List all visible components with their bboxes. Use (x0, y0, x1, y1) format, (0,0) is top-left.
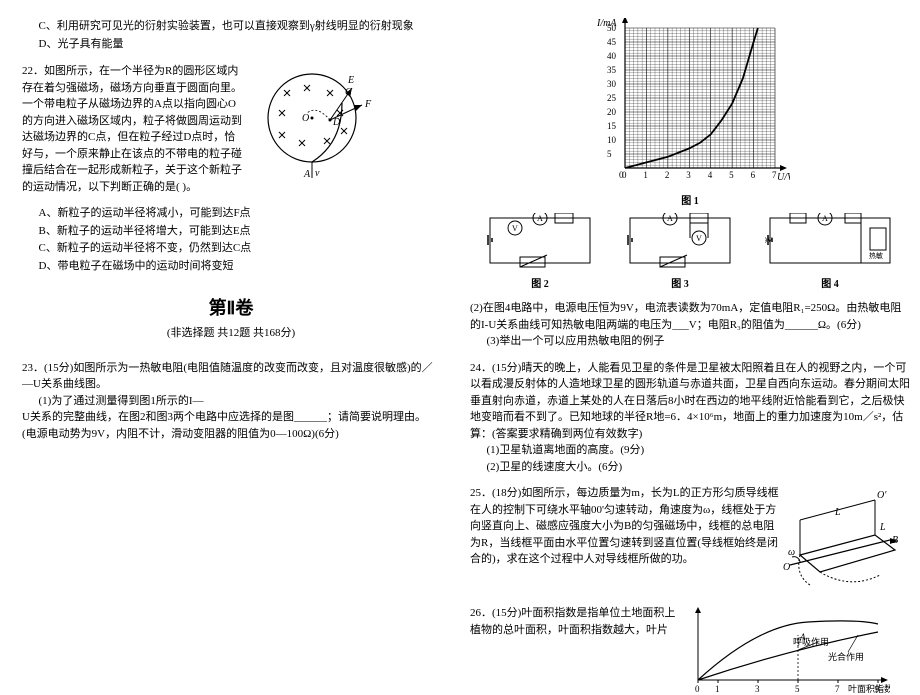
fig4-label: 图 4 (821, 275, 839, 290)
svg-text:A: A (303, 169, 311, 180)
svg-text:L: L (834, 507, 841, 518)
iu-chart: 0123456751015202530354045500U/VI/mA (590, 18, 790, 188)
svg-text:20: 20 (607, 107, 617, 117)
q22-opt-b: B、新粒子的运动半径将增大，可能到达E点 (22, 223, 440, 241)
svg-text:1: 1 (715, 684, 720, 694)
q22-figure: O D E 9V C F v A (252, 63, 382, 183)
svg-text:6: 6 (751, 170, 756, 180)
svg-text:5: 5 (729, 170, 734, 180)
q23-stem: 23．(15分)如图所示为一热敏电阻(电阻值随温度的改变而改变，且对温度很敏感)… (22, 360, 440, 393)
svg-text:v: v (315, 168, 320, 179)
svg-text:F: F (364, 99, 372, 110)
svg-text:7: 7 (835, 684, 840, 694)
q23-p1b: U关系的完整曲线，在图2和图3两个电路中应选择的是图______；请简要说明理由… (22, 409, 440, 442)
svg-text:热敏: 热敏 (869, 251, 883, 260)
circuit-4: 9V R A R₃ 热敏 (765, 213, 895, 273)
svg-text:叶面积指数: 叶面积指数 (848, 683, 890, 694)
q22-opt-a: A、新粒子的运动半径将减小，可能到达F点 (22, 205, 440, 223)
svg-text:V: V (512, 224, 518, 233)
q26-figure: 013579A呼吸作用光合作用叶面积指数 (680, 605, 890, 695)
svg-text:U/V: U/V (777, 172, 790, 183)
svg-text:E: E (347, 75, 354, 86)
svg-text:25: 25 (607, 93, 617, 103)
svg-text:40: 40 (607, 51, 617, 61)
circuit-3: A V (625, 213, 735, 273)
svg-text:C: C (345, 87, 352, 98)
svg-text:10: 10 (607, 135, 617, 145)
q23-p1: (1)为了通过测量得到图1所示的I— (22, 393, 440, 410)
svg-text:45: 45 (607, 37, 617, 47)
svg-text:2: 2 (665, 170, 670, 180)
svg-text:15: 15 (607, 121, 617, 131)
svg-text:4: 4 (708, 170, 713, 180)
svg-text:光合作用: 光合作用 (828, 651, 864, 662)
fig1-label: 图 1 (470, 192, 910, 207)
svg-text:5: 5 (795, 684, 800, 694)
svg-text:0: 0 (619, 170, 624, 180)
fig2-label: 图 2 (531, 275, 549, 290)
q25-stem: 25．(18分)如图所示，每边质量为m，长为L的正方形匀质导线框在人的控制下可绕… (470, 485, 780, 568)
q22-stem: 22．如图所示，在一个半径为R的圆形区域内存在着匀强磁场，磁场方向垂直于圆面向里… (22, 63, 242, 195)
q24-stem: 24．(15分)晴天的晚上，人能看见卫星的条件是卫星被太阳照着且在人的视野之内，… (470, 360, 910, 443)
svg-text:呼吸作用: 呼吸作用 (793, 636, 829, 647)
svg-text:30: 30 (607, 79, 617, 89)
svg-text:O: O (783, 562, 790, 573)
svg-text:I/mA: I/mA (596, 18, 617, 29)
q23-2: (2)在图4电路中，电源电压恒为9V，电流表读数为70mA，定值电阻R₁=250… (470, 300, 910, 333)
q24-1: (1)卫星轨道离地面的高度。(9分) (470, 442, 910, 459)
q21-opt-c: C、利用研究可见光的衍射实验装置，也可以直接观察到γ射线明显的衍射现象 (22, 18, 440, 36)
svg-text:A: A (667, 214, 673, 223)
svg-text:A: A (822, 214, 828, 223)
q25-figure: B O O′ L L ω (780, 485, 910, 595)
svg-text:5: 5 (607, 149, 612, 159)
section-title: 第Ⅱ卷 (22, 294, 440, 320)
svg-text:A: A (537, 214, 543, 223)
svg-text:O: O (302, 113, 309, 124)
svg-text:3: 3 (755, 684, 760, 694)
q24-2: (2)卫星的线速度大小。(6分) (470, 459, 910, 476)
svg-text:O′: O′ (877, 490, 887, 501)
q22-opt-c: C、新粒子的运动半径将不变，仍然到达C点 (22, 240, 440, 258)
svg-text:1: 1 (643, 170, 648, 180)
svg-text:0: 0 (695, 684, 700, 694)
circuit-2: V A (485, 213, 595, 273)
svg-text:V: V (696, 234, 702, 243)
section-sub: (非选择题 共12题 共168分) (22, 324, 440, 340)
q21-opt-d: D、光子具有能量 (22, 36, 440, 54)
fig3-label: 图 3 (671, 275, 689, 290)
q23-3: (3)举出一个可以应用热敏电阻的例子 (470, 333, 910, 350)
svg-text:35: 35 (607, 65, 617, 75)
q22-opt-d: D、带电粒子在磁场中的运动时间将变短 (22, 258, 440, 276)
svg-text:L: L (879, 522, 886, 533)
q26-stem: 26．(15分)叶面积指数是指单位土地面积上植物的总叶面积，叶面积指数越大，叶片 (470, 605, 680, 638)
svg-text:3: 3 (686, 170, 691, 180)
